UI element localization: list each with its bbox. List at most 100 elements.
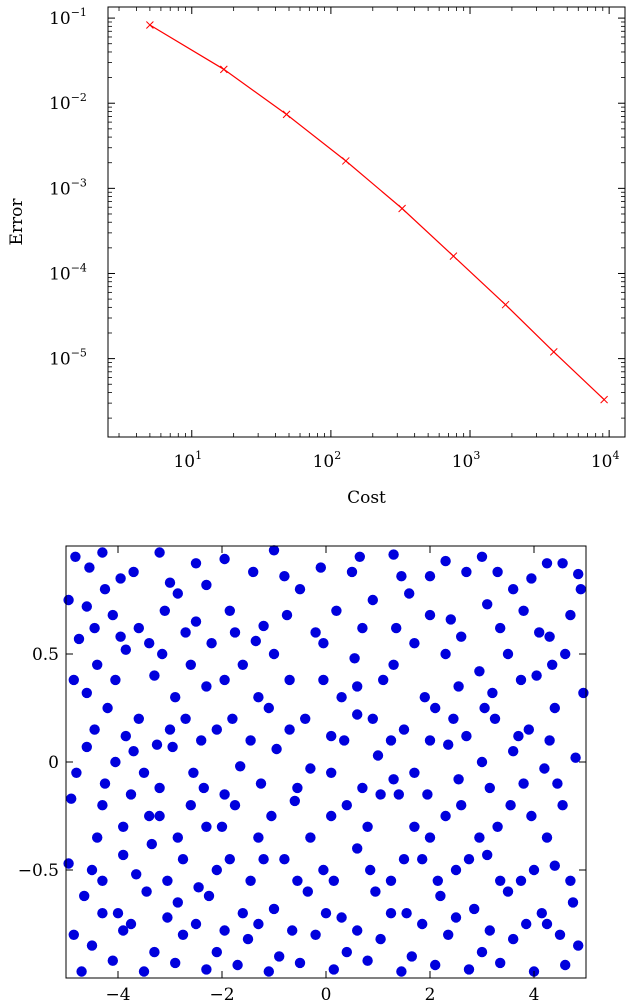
scatter-point [190,558,202,569]
scatter-point [536,908,547,919]
scatter-point [128,566,139,578]
scatter-point [201,964,212,975]
scatter-point [352,925,363,936]
scatter-point [406,951,417,962]
scatter-point [419,692,430,703]
scatter-point [118,821,129,832]
scatter-point [203,890,215,902]
scatter-point [149,946,160,958]
scatter-point [279,854,290,865]
scatter-point [409,767,420,778]
scatter-x-tick-label-4: 4 [529,985,540,1005]
scatter-point [508,746,519,757]
scatter-point [385,908,397,919]
scatter-point [544,631,555,642]
scatter-point [573,940,584,951]
random-points-scatter-chart: −4 −2 0 2 4 0.5 0 −0.5 [18,545,589,1005]
scatter-point [526,573,537,584]
scatter-point [305,832,316,843]
x-axis-title: Cost [347,488,386,508]
scatter-point [570,752,581,763]
scatter-point [92,832,103,843]
scatter-point [541,558,553,569]
scatter-point [70,551,81,562]
scatter-point [370,886,381,897]
scatter-point [567,897,579,908]
scatter-point [66,793,77,804]
scatter-point [201,681,212,692]
scatter-point [76,966,87,977]
scatter-point [453,774,464,785]
scatter-point [310,929,321,940]
scatter-point [352,681,363,692]
scatter-point [320,908,332,919]
scatter-point [107,955,119,966]
scatter-point [352,709,363,720]
scatter-point [367,713,378,724]
scatter-point [71,767,82,778]
scatter-point [474,666,485,677]
scatter-point [432,875,443,886]
scatter-point [154,782,165,794]
scatter-point [177,854,189,865]
scatter-point [242,933,254,945]
scatter-point [172,897,183,908]
scatter-point [196,735,207,746]
scatter-point [513,730,524,742]
scatter-point [227,713,238,724]
error-series-line [149,24,605,401]
scatter-point [346,566,358,578]
scatter-point [502,886,514,897]
scatter-point [502,648,514,660]
scatter-point [341,946,352,958]
scatter-point [232,959,243,971]
scatter-point [318,638,329,649]
scatter-point [362,955,373,966]
scatter-point [284,674,295,686]
scatter-point [73,633,85,645]
error-data-point [449,252,458,260]
scatter-point [450,864,462,876]
scatter-point [281,609,293,621]
scatter-point [268,545,280,556]
scatter-point [396,966,407,977]
scatter-point [258,854,269,865]
scatter-x-tick-label-2: 0 [321,985,332,1005]
scatter-point [484,925,495,936]
scatter-point [162,875,173,886]
scatter-point [435,890,446,902]
scatter-point [154,810,165,822]
scatter-point [424,609,436,621]
scatter-point [144,638,155,649]
scatter-point [326,810,337,822]
scatter-point [86,940,98,951]
scatter-point [398,724,410,735]
scatter-point [99,584,111,595]
scatter-y-tick-label-1: 0 [48,753,59,773]
scatter-point [487,687,498,699]
scatter-point [557,558,568,569]
scatter-point [539,763,550,774]
scatter-point [575,584,586,595]
scatter-point [190,918,202,930]
scatter-point [385,875,397,886]
scatter-point [68,674,80,686]
scatter-point [461,730,472,742]
scatter-point [253,692,264,703]
scatter-point [396,571,407,582]
scatter-point [268,648,280,660]
scatter-point [102,702,113,714]
scatter-point [484,782,495,794]
scatter-point [84,562,95,573]
scatter-point [378,674,389,686]
scatter-point [245,875,256,886]
scatter-point [552,778,563,789]
error-data-point [398,204,406,213]
scatter-point [224,854,235,865]
scatter-point [284,724,295,735]
scatter-point [331,605,342,616]
scatter-point [115,631,126,642]
scatter-point [167,741,178,753]
y-tick-label-2: 10−3 [49,176,87,199]
scatter-point [110,756,121,768]
